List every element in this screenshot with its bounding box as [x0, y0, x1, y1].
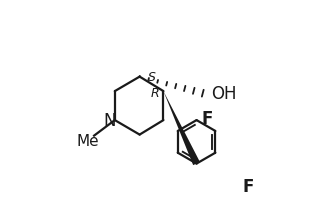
- Polygon shape: [164, 92, 200, 165]
- Text: R: R: [151, 86, 160, 99]
- Text: F: F: [202, 110, 213, 127]
- Text: OH: OH: [211, 85, 237, 103]
- Text: Me: Me: [76, 134, 99, 149]
- Text: N: N: [103, 112, 116, 129]
- Text: S: S: [148, 71, 156, 84]
- Text: F: F: [242, 178, 254, 195]
